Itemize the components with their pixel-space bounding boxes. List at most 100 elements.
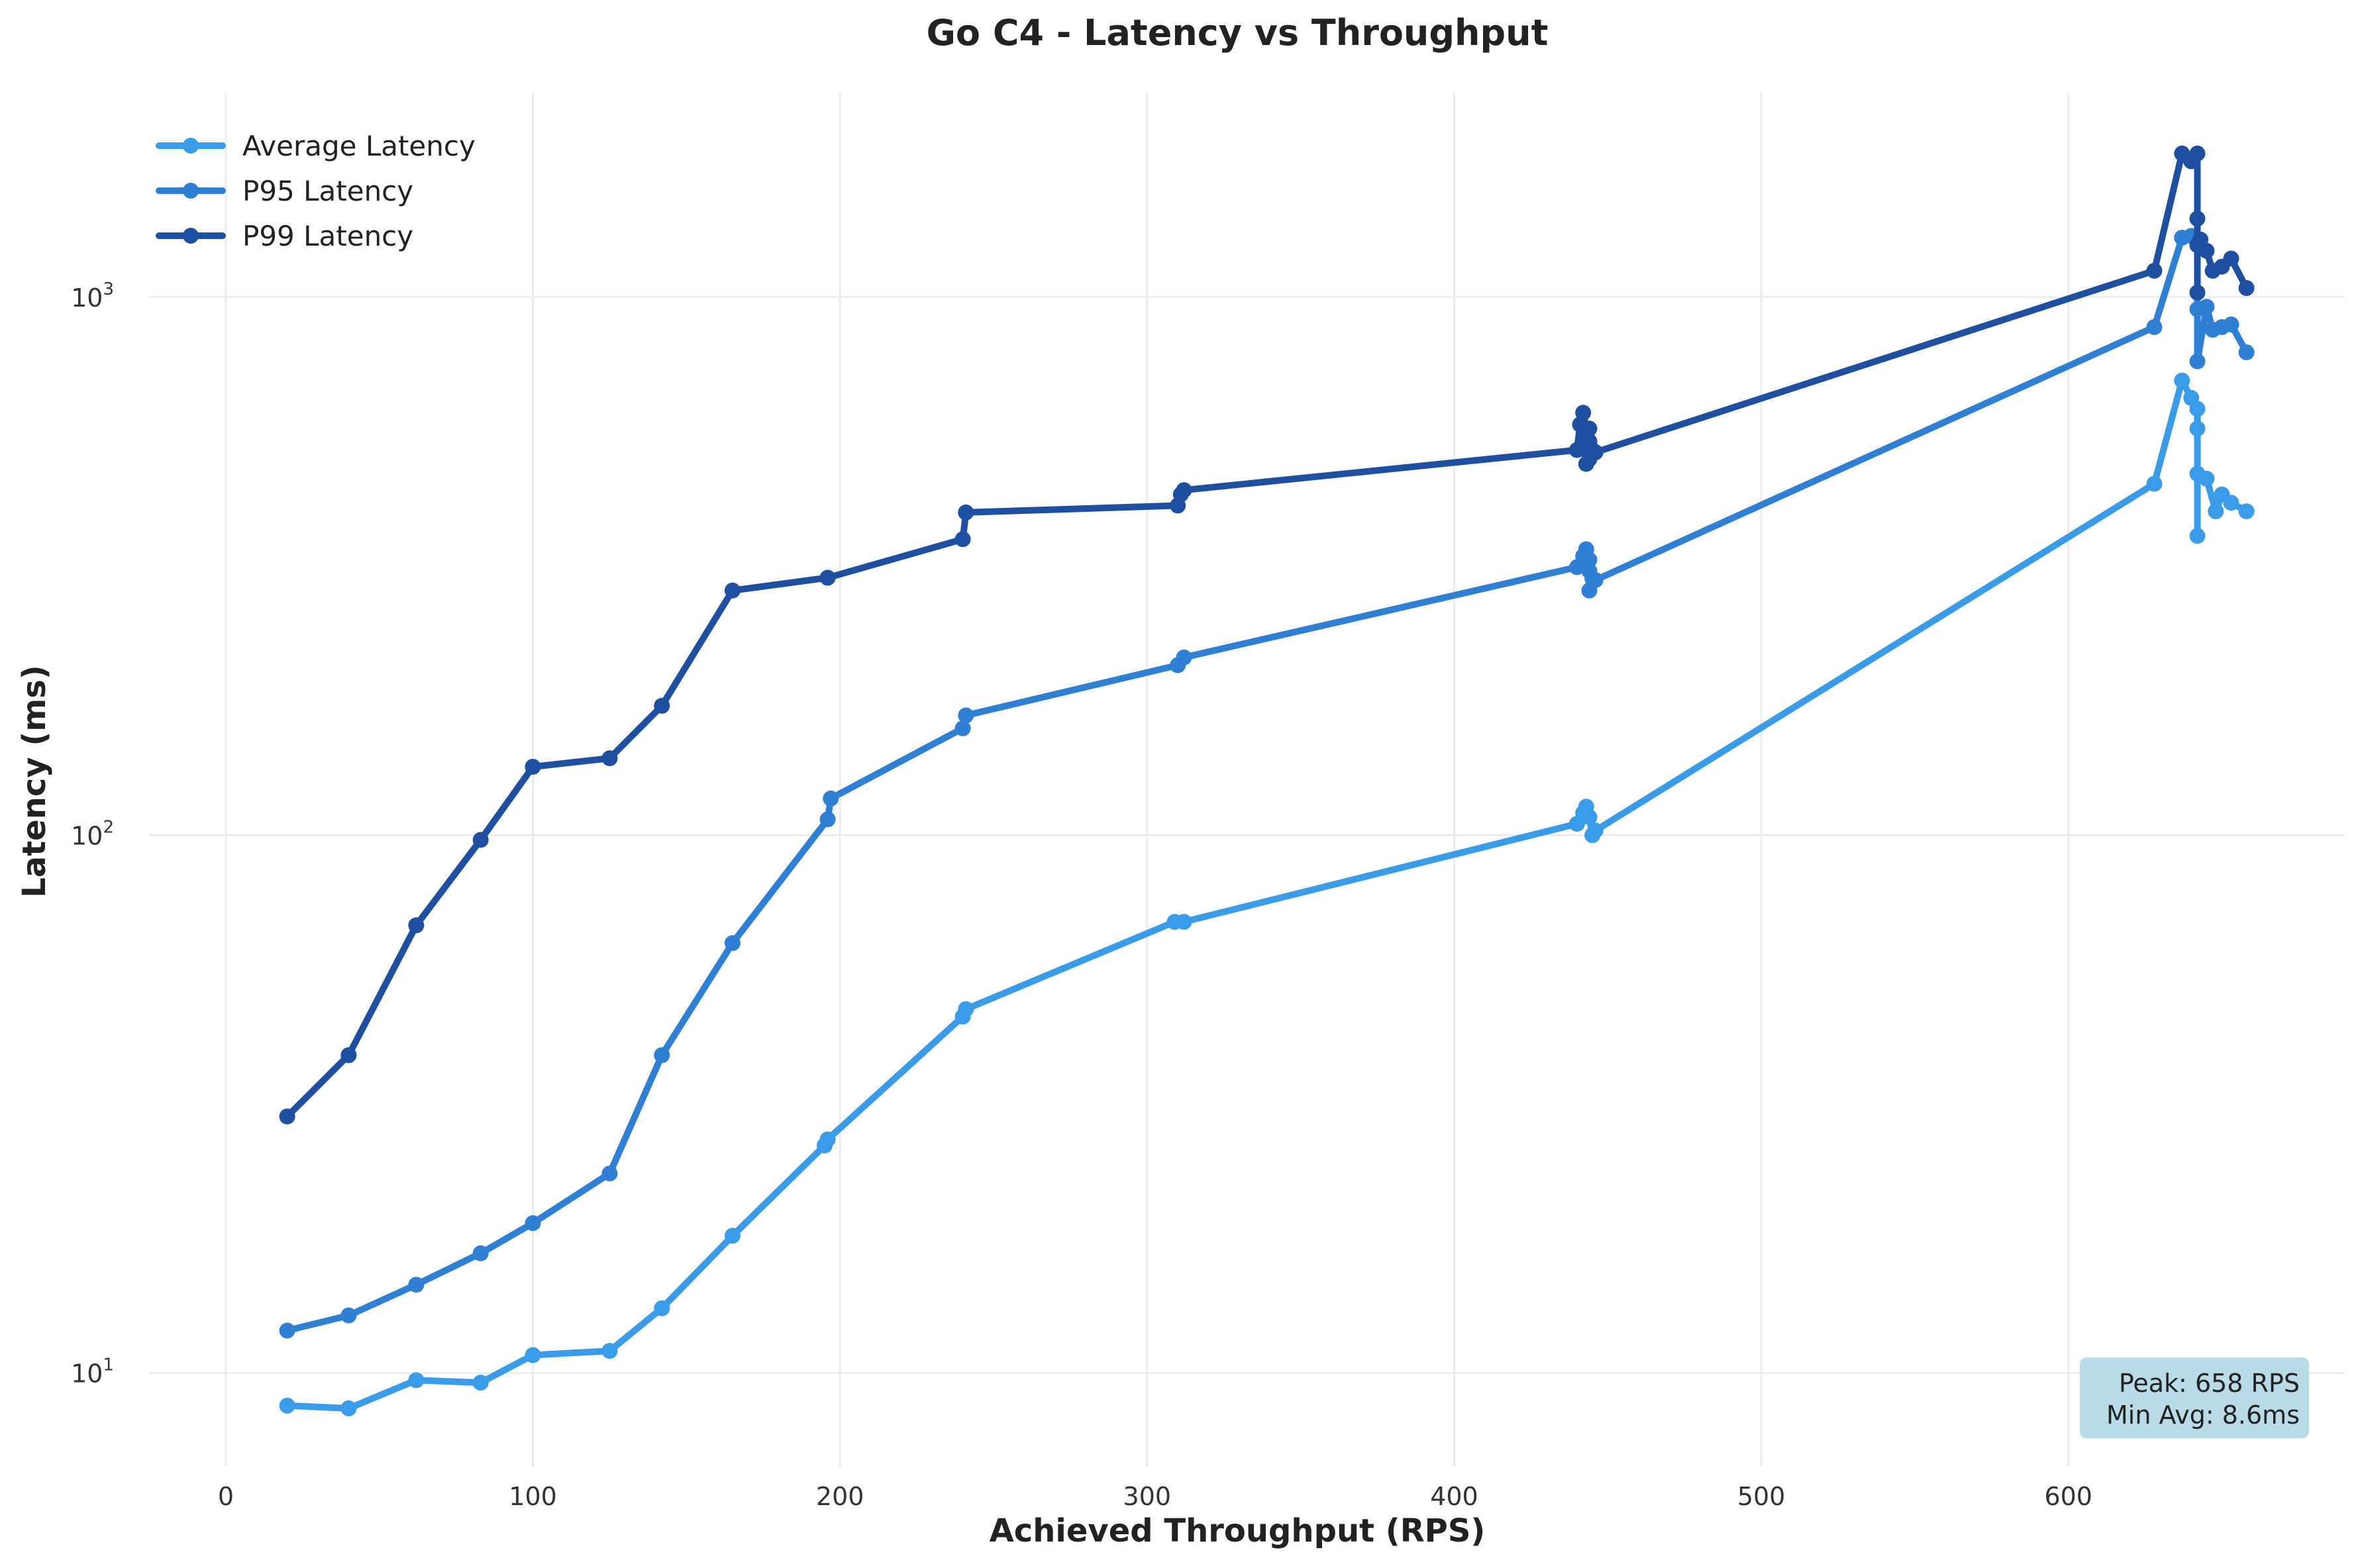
data-point	[1587, 572, 1604, 588]
y-tick-label: 101	[71, 1355, 114, 1389]
grid-layer	[149, 93, 2345, 1467]
stats-annotation: Peak: 658 RPS Min Avg: 8.6ms	[2080, 1357, 2309, 1438]
data-point	[1581, 552, 1598, 568]
data-point	[601, 1343, 618, 1359]
annotation-peak: Peak: 658 RPS	[2119, 1369, 2300, 1398]
data-point	[525, 759, 541, 775]
annotation-min-avg: Min Avg: 8.6ms	[2106, 1400, 2300, 1430]
data-point	[2189, 401, 2206, 417]
legend-item: P99 Latency	[156, 220, 413, 252]
data-point	[472, 1245, 489, 1261]
data-point	[2223, 495, 2239, 511]
annotation-box	[2080, 1357, 2309, 1438]
data-point	[724, 582, 741, 599]
y-tick-label: 103	[71, 279, 114, 313]
data-point	[823, 790, 839, 807]
data-point	[408, 1277, 425, 1293]
data-point	[654, 697, 670, 714]
x-tick-label: 500	[1737, 1482, 1786, 1511]
data-point	[472, 832, 489, 848]
data-point	[2146, 475, 2163, 492]
series-line	[283, 377, 2250, 1412]
series-2	[279, 228, 2255, 1339]
data-point	[340, 1307, 357, 1324]
data-point	[724, 1228, 741, 1244]
x-tick-label: 300	[1123, 1482, 1172, 1511]
x-tick-label: 600	[2044, 1482, 2092, 1511]
y-axis-label: Latency (ms)	[16, 665, 53, 898]
series-3	[279, 145, 2255, 1125]
data-point	[1581, 420, 1598, 437]
y-tick-label: 102	[71, 817, 114, 850]
x-tick-label: 0	[218, 1482, 234, 1511]
data-point	[724, 935, 741, 952]
data-point	[819, 811, 836, 828]
data-point	[601, 1165, 618, 1182]
x-tick-label: 100	[509, 1482, 557, 1511]
x-tick-label: 200	[816, 1482, 864, 1511]
data-point	[279, 1108, 295, 1125]
legend-label: P99 Latency	[242, 220, 413, 252]
series-line	[283, 232, 2250, 1334]
data-point	[954, 531, 971, 548]
data-point	[340, 1400, 357, 1416]
data-point	[2238, 344, 2255, 361]
data-point	[2189, 284, 2206, 301]
data-point	[2146, 319, 2163, 335]
series-layer	[279, 145, 2255, 1416]
data-point	[2189, 353, 2206, 369]
data-point	[654, 1047, 670, 1063]
legend-swatch-marker	[183, 228, 199, 244]
data-point	[2198, 470, 2215, 487]
data-point	[1176, 649, 1192, 665]
data-point	[2223, 317, 2239, 332]
data-point	[2146, 262, 2163, 279]
legend-label: P95 Latency	[242, 175, 413, 207]
data-point	[819, 1131, 836, 1148]
x-tick-label: 400	[1430, 1482, 1478, 1511]
legend-item: Average Latency	[156, 130, 476, 162]
data-point	[1176, 914, 1192, 930]
series-1	[279, 372, 2255, 1416]
data-point	[525, 1215, 541, 1232]
data-point	[2174, 372, 2190, 389]
data-point	[2189, 211, 2206, 227]
data-point	[2198, 299, 2215, 315]
data-point	[279, 1397, 295, 1414]
data-point	[958, 1001, 974, 1017]
data-point	[2189, 145, 2206, 162]
data-point	[2238, 503, 2255, 520]
legend: Average Latency P95 Latency P99 Latency	[156, 130, 476, 252]
chart-title: Go C4 - Latency vs Throughput	[927, 12, 1549, 54]
legend-item: P95 Latency	[156, 175, 413, 207]
data-point	[954, 720, 971, 736]
x-axis-label: Achieved Throughput (RPS)	[990, 1512, 1486, 1549]
data-point	[1581, 809, 1598, 826]
data-point	[1587, 822, 1604, 839]
data-point	[279, 1322, 295, 1339]
data-point	[2189, 528, 2206, 544]
data-point	[2223, 250, 2239, 267]
data-point	[2198, 242, 2215, 259]
data-point	[472, 1375, 489, 1391]
data-point	[525, 1347, 541, 1363]
data-point	[958, 707, 974, 724]
data-point	[408, 1372, 425, 1389]
data-point	[1575, 405, 1592, 421]
data-point	[1176, 482, 1192, 499]
data-point	[601, 750, 618, 767]
data-point	[340, 1047, 357, 1063]
legend-swatch-marker	[183, 138, 199, 154]
data-point	[2189, 420, 2206, 437]
data-point	[1587, 444, 1604, 460]
data-point	[819, 569, 836, 586]
data-point	[2238, 280, 2255, 296]
data-point	[654, 1300, 670, 1316]
data-point	[958, 504, 974, 520]
legend-label: Average Latency	[242, 130, 476, 162]
data-point	[408, 917, 425, 934]
data-point	[2208, 503, 2224, 520]
legend-swatch-marker	[183, 183, 199, 199]
